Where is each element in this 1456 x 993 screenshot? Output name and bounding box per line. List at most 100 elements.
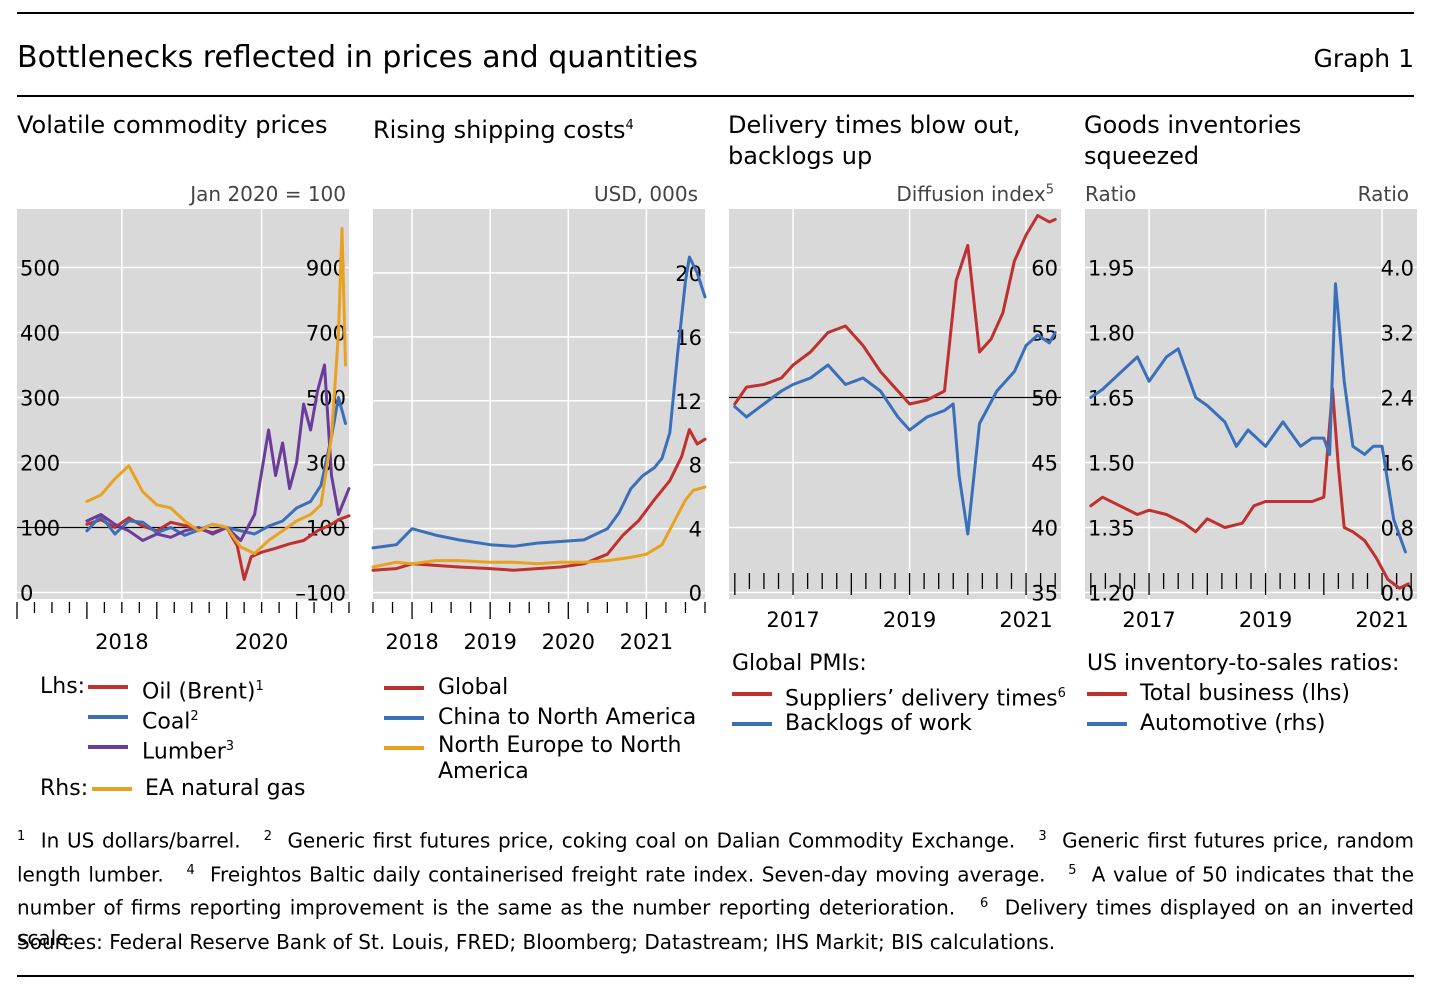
header-rule (17, 95, 1414, 97)
y-tick-label-right-p4-4: 3.2 (1381, 322, 1414, 346)
legend-heading-pmi: Global PMIs: (732, 651, 867, 676)
y-tick-label-right-p3-0: 35 (1031, 582, 1058, 606)
y-tick-label-right-p3-2: 45 (1031, 452, 1058, 476)
series-line-p3-suppliers-delivery-times (733, 214, 1057, 406)
y-tick-label-right-p4-3: 2.4 (1381, 387, 1414, 411)
y-tick-label-left-p1-5: 500 (20, 257, 60, 281)
legend-item-total-business: Total business (lhs) (1087, 679, 1427, 709)
footnote-2: Generic first futures price, coking coal… (287, 828, 1016, 853)
y-tick-label-right-p2-0: 0 (689, 582, 702, 606)
x-tick-label-p2-2: 2020 (542, 630, 595, 654)
x-tick-label-p3-1: 2019 (883, 608, 936, 632)
footnotes: 1 In US dollars/barrel. 2 Generic first … (17, 828, 1415, 950)
legend-lhs-label: Lhs: (40, 674, 86, 699)
figure-title: Bottlenecks reflected in prices and quan… (17, 40, 698, 75)
footnote-1: In US dollars/barrel. (40, 828, 241, 853)
legend-label-backlogs: Backlogs of work (785, 711, 972, 736)
series-line-p2-china-to-north-america (371, 255, 707, 550)
y-tick-label-left-p4-2: 1.50 (1088, 452, 1135, 476)
legend-swatch-backlogs (732, 722, 772, 726)
legend-label-suppliers: Suppliers’ delivery times (785, 686, 1058, 712)
x-tick-label-p4-0: 2017 (1122, 608, 1175, 632)
y-tick-label-left-p4-5: 1.95 (1088, 257, 1135, 281)
legend-swatch-lumber (88, 745, 128, 749)
y-tick-label-left-p1-4: 400 (20, 322, 60, 346)
legend-item-china: China to North America (382, 703, 712, 733)
legend-item-backlogs: Backlogs of work (732, 709, 1072, 739)
legend-swatch-suppliers (732, 692, 772, 696)
panel-1-unit: Jan 2020 = 100 (190, 182, 346, 206)
y-tick-label-right-p2-2: 8 (689, 454, 702, 478)
panel-3-plot-area (729, 209, 1061, 599)
legend-label-total-business: Total business (lhs) (1140, 681, 1350, 706)
legend-swatch-automotive (1087, 722, 1127, 726)
y-tick-label-left-p4-3: 1.65 (1088, 387, 1135, 411)
legend-heading-inventory: US inventory-to-sales ratios: (1087, 651, 1400, 676)
panel-2-title: Rising shipping costs4 (373, 116, 634, 144)
legend-item-europe: North Europe to North America (382, 733, 712, 789)
panel-4-plot-area (1085, 209, 1417, 599)
legend-item-global: Global (382, 673, 712, 703)
legend-label-automotive: Automotive (rhs) (1140, 711, 1326, 736)
footnote-5: A value of 50 indicates that the number … (17, 862, 1414, 920)
sources-note: Sources: Federal Reserve Bank of St. Lou… (17, 930, 1056, 954)
x-tick-label-p2-3: 2021 (620, 630, 673, 654)
series-line-p4-total-business-lhs- (1089, 387, 1410, 590)
legend-panel-4: US inventory-to-sales ratios: Total busi… (1087, 649, 1427, 739)
legend-panel-3: Global PMIs: Suppliers’ delivery times6 … (732, 649, 1072, 739)
panel-3-title: Delivery times blow out, backlogs up (728, 111, 1021, 170)
x-tick-label-p3-0: 2017 (766, 608, 819, 632)
legend-swatch-global (384, 686, 424, 690)
legend-item-automotive: Automotive (rhs) (1087, 709, 1427, 739)
panel-4-unit-left: Ratio (1085, 182, 1137, 206)
legend-label-europe-line2: America (438, 759, 529, 784)
legend-swatch-oil (88, 685, 128, 689)
y-tick-label-right-p1-0: –100 (295, 582, 346, 606)
legend-label-global: Global (438, 675, 509, 700)
legend-item-coal: Coal2 (40, 702, 340, 735)
x-tick-label-p2-0: 2018 (385, 630, 438, 654)
legend-rhs-label: Rhs: (40, 776, 89, 801)
y-tick-label-left-p1-3: 300 (20, 387, 60, 411)
x-tick-label-p4-2: 2021 (1355, 608, 1408, 632)
legend-swatch-europe (384, 746, 424, 750)
legend-swatch-gas (92, 787, 132, 791)
x-tick-label-p1-1: 2020 (235, 630, 288, 654)
bottom-rule (17, 975, 1414, 977)
legend-swatch-total-business (1087, 692, 1127, 696)
legend-label-gas: EA natural gas (145, 776, 306, 801)
legend-item-suppliers: Suppliers’ delivery times6 (732, 679, 1072, 712)
y-tick-label-right-p2-3: 12 (675, 390, 702, 414)
series-line-p1-lumber (85, 363, 351, 542)
y-tick-label-right-p3-3: 50 (1031, 387, 1058, 411)
x-tick-label-p2-1: 2019 (463, 630, 516, 654)
panel-4-unit-right: Ratio (1357, 182, 1409, 206)
x-tick-label-p3-2: 2021 (999, 608, 1052, 632)
legend-label-oil: Oil (Brent) (142, 679, 256, 705)
panel-4-title: Goods inventories squeezed (1084, 111, 1302, 170)
legend-panel-2: Global China to North America North Euro… (382, 673, 712, 789)
legend-label-lumber: Lumber (142, 739, 226, 765)
legend-label-china: China to North America (438, 705, 697, 730)
legend-item-lumber: Lumber3 (40, 732, 340, 765)
x-tick-label-p1-0: 2018 (95, 630, 148, 654)
y-tick-label-left-p4-1: 1.35 (1088, 517, 1135, 541)
graph-number: Graph 1 (1313, 44, 1414, 73)
series-line-p1-ea-natural-gas (85, 227, 347, 555)
legend-label-coal: Coal (142, 709, 191, 735)
footnote-4: Freightos Baltic daily containerised fre… (210, 862, 1046, 887)
y-tick-label-left-p1-2: 200 (20, 452, 60, 476)
panel-1-title: Volatile commodity prices (17, 111, 328, 139)
y-tick-label-left-p1-1: 100 (20, 517, 60, 541)
series-line-p2-global (371, 428, 707, 572)
y-tick-label-right-p3-1: 40 (1031, 517, 1058, 541)
series-line-p4-automotive-rhs- (1089, 282, 1407, 554)
y-tick-label-left-p4-4: 1.80 (1088, 322, 1135, 346)
y-tick-label-right-p3-5: 60 (1031, 257, 1058, 281)
top-rule (17, 12, 1414, 14)
legend-panel-1: Lhs: Oil (Brent)1 Coal2 Lumber3 Rhs: EA … (40, 672, 340, 804)
series-line-p3-backlogs-of-work (733, 331, 1057, 536)
y-tick-label-left-p1-0: 0 (20, 582, 33, 606)
series-line-p2-north-europe-to-north-america (371, 485, 707, 569)
